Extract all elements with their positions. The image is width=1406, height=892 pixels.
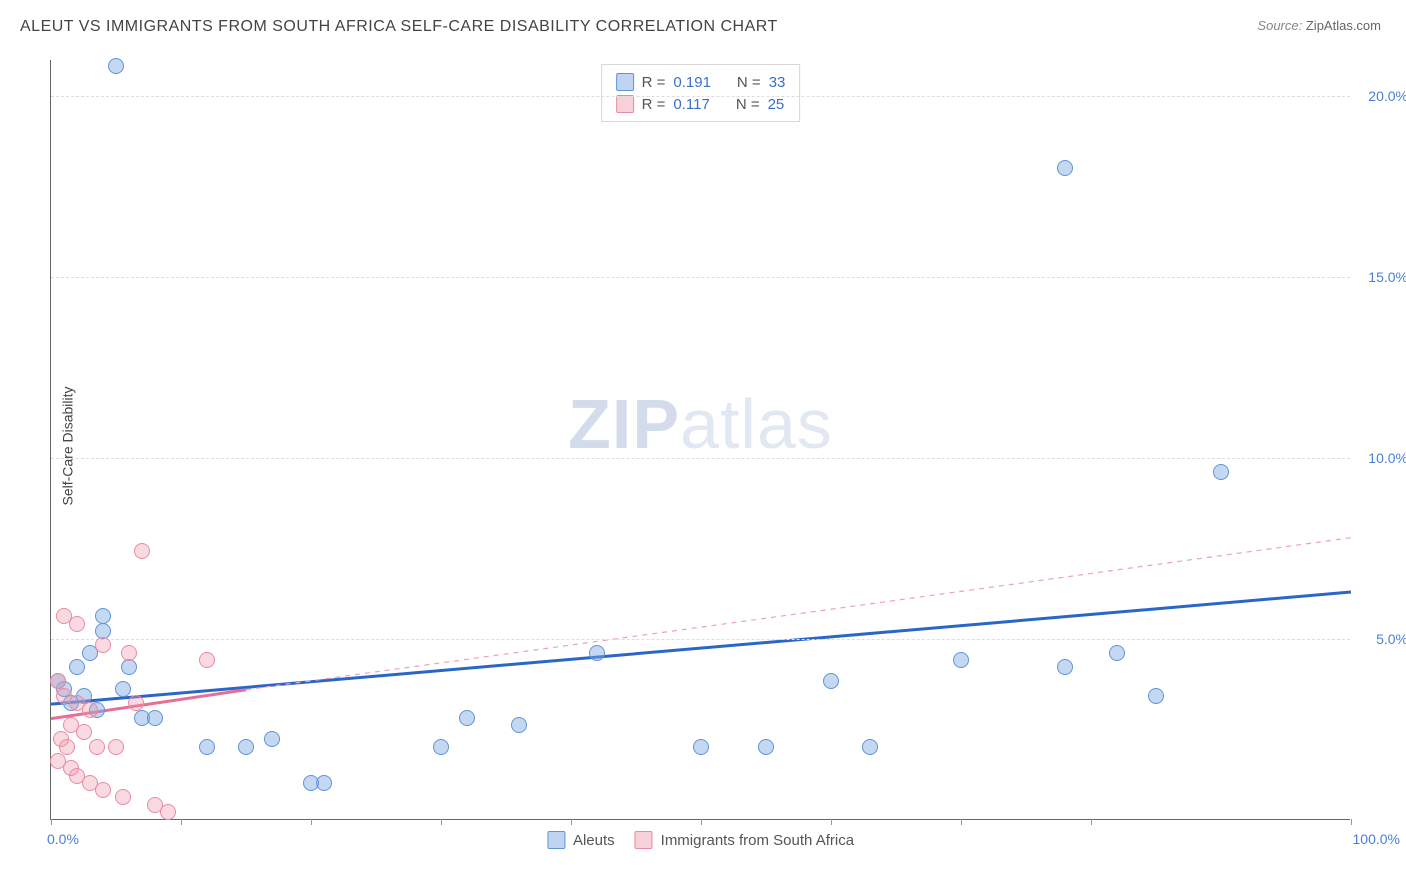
- data-point: [121, 645, 137, 661]
- data-point: [115, 789, 131, 805]
- swatch-blue-icon: [616, 73, 634, 91]
- x-tick-mark: [831, 819, 832, 825]
- x-tick-mark: [701, 819, 702, 825]
- data-point: [95, 608, 111, 624]
- plot-area: ZIPatlas R = 0.191 N = 33 R = 0.117 N = …: [50, 60, 1350, 820]
- x-tick-mark: [51, 819, 52, 825]
- data-point: [76, 724, 92, 740]
- x-axis-min-label: 0.0%: [47, 831, 79, 847]
- data-point: [134, 543, 150, 559]
- data-point: [59, 739, 75, 755]
- trend-lines: [51, 60, 1351, 820]
- gridline: [51, 96, 1350, 97]
- data-point: [95, 637, 111, 653]
- watermark-light: atlas: [680, 385, 833, 463]
- watermark: ZIPatlas: [568, 384, 833, 464]
- data-point: [433, 739, 449, 755]
- data-point: [1148, 688, 1164, 704]
- data-point: [862, 739, 878, 755]
- n-value-1: 33: [769, 74, 786, 91]
- data-point: [121, 659, 137, 675]
- data-point: [108, 58, 124, 74]
- n-label-1: N =: [737, 74, 761, 91]
- r-label-2: R =: [642, 96, 666, 113]
- data-point: [82, 702, 98, 718]
- x-tick-mark: [961, 819, 962, 825]
- data-point: [160, 804, 176, 820]
- data-point: [823, 673, 839, 689]
- x-tick-mark: [311, 819, 312, 825]
- data-point: [1109, 645, 1125, 661]
- swatch-blue-icon: [547, 831, 565, 849]
- y-tick-label: 15.0%: [1368, 269, 1406, 285]
- y-tick-label: 20.0%: [1368, 88, 1406, 104]
- data-point: [147, 710, 163, 726]
- correlation-legend: R = 0.191 N = 33 R = 0.117 N = 25: [601, 64, 801, 122]
- source-label: Source:: [1257, 18, 1302, 33]
- x-tick-mark: [1091, 819, 1092, 825]
- data-point: [264, 731, 280, 747]
- data-point: [95, 782, 111, 798]
- gridline: [51, 458, 1350, 459]
- chart-title: ALEUT VS IMMIGRANTS FROM SOUTH AFRICA SE…: [20, 18, 778, 36]
- chart-container: ALEUT VS IMMIGRANTS FROM SOUTH AFRICA SE…: [0, 0, 1406, 892]
- data-point: [1213, 464, 1229, 480]
- n-label-2: N =: [736, 96, 760, 113]
- x-tick-mark: [1351, 819, 1352, 825]
- x-tick-mark: [571, 819, 572, 825]
- data-point: [89, 739, 105, 755]
- n-value-2: 25: [768, 96, 785, 113]
- r-label-1: R =: [642, 74, 666, 91]
- data-point: [459, 710, 475, 726]
- data-point: [69, 616, 85, 632]
- data-point: [1057, 160, 1073, 176]
- data-point: [589, 645, 605, 661]
- data-point: [128, 695, 144, 711]
- gridline: [51, 639, 1350, 640]
- source-attribution: Source: ZipAtlas.com: [1257, 18, 1381, 33]
- data-point: [693, 739, 709, 755]
- legend-item-immigrants: Immigrants from South Africa: [635, 831, 854, 849]
- y-tick-label: 5.0%: [1376, 631, 1406, 647]
- x-tick-mark: [441, 819, 442, 825]
- data-point: [511, 717, 527, 733]
- x-axis-max-label: 100.0%: [1353, 831, 1400, 847]
- data-point: [199, 739, 215, 755]
- r-value-1: 0.191: [673, 74, 711, 91]
- swatch-pink-icon: [616, 95, 634, 113]
- data-point: [108, 739, 124, 755]
- y-tick-label: 10.0%: [1368, 450, 1406, 466]
- legend-label-aleuts: Aleuts: [573, 832, 615, 849]
- gridline: [51, 277, 1350, 278]
- r-value-2: 0.117: [673, 96, 709, 113]
- legend-item-aleuts: Aleuts: [547, 831, 615, 849]
- data-point: [953, 652, 969, 668]
- data-point: [115, 681, 131, 697]
- data-point: [1057, 659, 1073, 675]
- data-point: [303, 775, 319, 791]
- source-value: ZipAtlas.com: [1306, 18, 1381, 33]
- data-point: [69, 659, 85, 675]
- swatch-pink-icon: [635, 831, 653, 849]
- series-legend: Aleuts Immigrants from South Africa: [547, 831, 854, 849]
- legend-row-aleuts: R = 0.191 N = 33: [616, 71, 786, 93]
- watermark-bold: ZIP: [568, 385, 680, 463]
- data-point: [238, 739, 254, 755]
- x-tick-mark: [181, 819, 182, 825]
- data-point: [758, 739, 774, 755]
- legend-label-immigrants: Immigrants from South Africa: [661, 832, 854, 849]
- data-point: [199, 652, 215, 668]
